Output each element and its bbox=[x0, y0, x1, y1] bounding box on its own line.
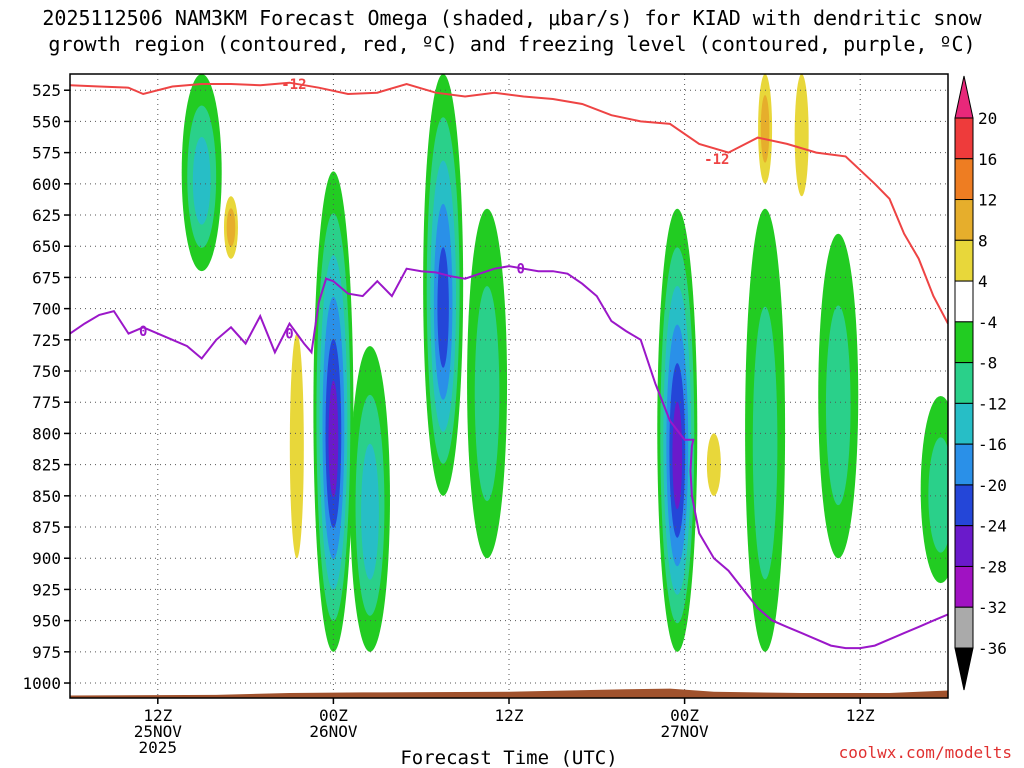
omega-contour-fill bbox=[794, 74, 809, 197]
contour-labels: -12 -12 0 0 0 bbox=[139, 77, 729, 343]
y-tick-label: 525 bbox=[32, 81, 61, 100]
omega-contour-fill bbox=[825, 305, 851, 506]
colorbar-label: -36 bbox=[978, 639, 1007, 658]
omega-contour-fill bbox=[928, 437, 948, 553]
omega-contour-fill bbox=[192, 136, 211, 225]
x-tick-label: 00Z bbox=[670, 706, 699, 725]
contours bbox=[70, 81, 948, 650]
omega-contour-fill bbox=[289, 333, 304, 559]
colorbar-label: 4 bbox=[978, 272, 988, 291]
omega-contour-fill bbox=[437, 247, 449, 368]
contour-label: 0 bbox=[516, 262, 524, 278]
colorbar-bin bbox=[954, 525, 974, 567]
y-tick-label: 950 bbox=[32, 612, 61, 631]
colorbar-label: -4 bbox=[978, 313, 997, 332]
colorbar-label: 20 bbox=[978, 109, 997, 128]
colorbar-label: -28 bbox=[978, 557, 1007, 576]
y-tick-label: 800 bbox=[32, 424, 61, 443]
y-tick-label: 925 bbox=[32, 580, 61, 599]
x-tick-label: 12Z bbox=[495, 706, 524, 725]
y-tick-label: 775 bbox=[32, 393, 61, 412]
colorbar-label: -8 bbox=[978, 354, 997, 373]
colorbar-bin bbox=[954, 565, 974, 608]
contour-line bbox=[70, 81, 948, 325]
y-tick-label: 700 bbox=[32, 300, 61, 319]
x-tick-label: 25NOV bbox=[134, 722, 183, 741]
colorbar-bin bbox=[954, 158, 974, 201]
y-tick-label: 600 bbox=[32, 175, 61, 194]
y-tick-label: 825 bbox=[32, 456, 61, 475]
y-tick-label: 875 bbox=[32, 518, 61, 537]
omega-contour-fill bbox=[328, 380, 339, 498]
y-tick-label: 900 bbox=[32, 549, 61, 568]
chart-title-line-1: 2025112506 NAM3KM Forecast Omega (shaded… bbox=[42, 6, 982, 30]
omega-contour-fill bbox=[752, 306, 778, 580]
contour-label: 0 bbox=[285, 327, 293, 343]
x-axis-title: Forecast Time (UTC) bbox=[400, 747, 617, 768]
credit-text: coolwx.com/modelts bbox=[838, 743, 1012, 762]
colorbar-label: 8 bbox=[978, 231, 988, 250]
x-tick-label: 26NOV bbox=[309, 722, 358, 741]
y-tick-label: 750 bbox=[32, 362, 61, 381]
x-tick-label: 00Z bbox=[319, 706, 348, 725]
x-tick-label: 12Z bbox=[846, 706, 875, 725]
colorbar-bin bbox=[954, 362, 974, 404]
y-tick-label: 625 bbox=[32, 206, 61, 225]
y-tick-label: 650 bbox=[32, 237, 61, 256]
contour-label: -12 bbox=[704, 152, 729, 168]
colorbar-bin bbox=[954, 117, 974, 160]
colorbar-label: -20 bbox=[978, 476, 1007, 495]
chart-title-line-2: growth region (contoured, red, ºC) and f… bbox=[48, 32, 976, 56]
contour-line bbox=[70, 265, 948, 650]
y-tick-label: 550 bbox=[32, 112, 61, 131]
omega-contour-fill bbox=[361, 443, 379, 580]
contour-label: -12 bbox=[281, 77, 306, 93]
colorbar-label: -24 bbox=[978, 517, 1007, 536]
colorbar-label: 16 bbox=[978, 150, 997, 169]
colorbar-bin bbox=[954, 199, 974, 241]
colorbar-label: -16 bbox=[978, 435, 1007, 454]
y-tick-label: 675 bbox=[32, 268, 61, 287]
x-tick-label: 12Z bbox=[143, 706, 172, 725]
colorbar-label: -32 bbox=[978, 598, 1007, 617]
y-tick-label: 975 bbox=[32, 643, 61, 662]
omega-contour-fill bbox=[226, 208, 236, 247]
colorbar: 20 16 12 8 4 -4 -8 -12 -16 -20 -24 -28 -32 -36 bbox=[954, 75, 1007, 691]
colorbar-bin bbox=[954, 321, 974, 364]
colorbar-bin bbox=[954, 606, 974, 649]
colorbar-bin bbox=[954, 484, 974, 527]
colorbar-bottom-tip bbox=[954, 647, 974, 691]
y-tick-label: 575 bbox=[32, 144, 61, 163]
y-tick-label: 850 bbox=[32, 487, 61, 506]
colorbar-bin bbox=[954, 402, 974, 445]
terrain bbox=[70, 688, 948, 698]
colorbar-top-tip bbox=[954, 75, 974, 119]
omega-contour-fill bbox=[474, 286, 500, 502]
colorbar-label: -12 bbox=[978, 394, 1007, 413]
gridlines bbox=[70, 74, 948, 698]
colorbar-bin bbox=[954, 443, 974, 486]
y-axis: 525 550 575 600 625 650 675 700 725 750 775 800 825 8… bbox=[22, 81, 70, 693]
terrain-fill bbox=[70, 688, 948, 698]
omega-contour-fill bbox=[672, 401, 683, 510]
colorbar-label: 12 bbox=[978, 191, 997, 210]
x-tick-label: 27NOV bbox=[661, 722, 710, 741]
colorbar-bin bbox=[954, 280, 974, 323]
y-tick-label: 1000 bbox=[22, 674, 61, 693]
omega-contour-fill bbox=[706, 433, 721, 496]
y-tick-label: 725 bbox=[32, 331, 61, 350]
x-tick-label: 2025 bbox=[139, 738, 178, 757]
contour-label: 0 bbox=[139, 324, 147, 340]
colorbar-bin bbox=[954, 239, 974, 282]
omega-contour-fill bbox=[760, 95, 770, 163]
